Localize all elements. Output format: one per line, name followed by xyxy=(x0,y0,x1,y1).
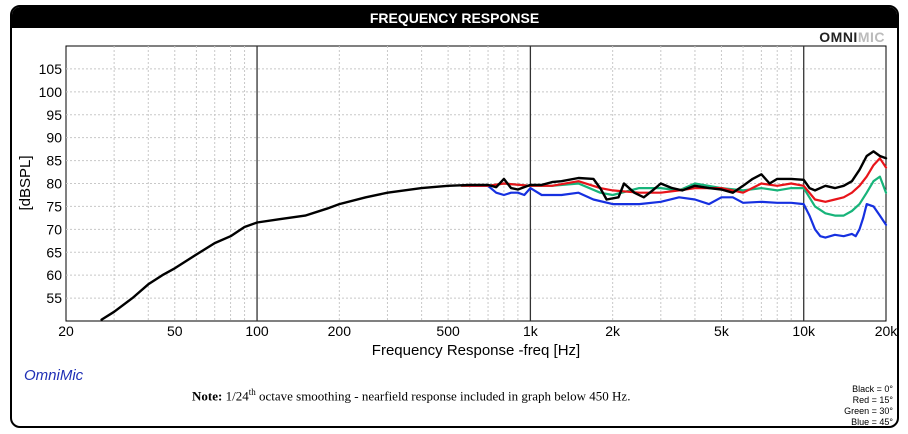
minor-grid xyxy=(66,46,886,321)
y-tick-label: 70 xyxy=(46,221,62,237)
legend-entry-red: Red = 15° xyxy=(852,395,893,405)
y-tick-label: 90 xyxy=(46,130,62,146)
y-tick-label: 105 xyxy=(39,61,63,77)
y-tick-label: 85 xyxy=(46,153,62,169)
curve-red-15deg xyxy=(460,157,888,203)
x-tick-label: 2k xyxy=(605,323,621,339)
x-axis-label: Frequency Response -freq [Hz] xyxy=(372,342,580,359)
major-grid xyxy=(256,46,805,321)
y-axis-label: [dBSPL] xyxy=(17,155,34,210)
note-bold: Note: xyxy=(192,388,223,404)
y-tick-label: 65 xyxy=(46,244,62,260)
x-tick-label: 50 xyxy=(167,323,183,339)
brand-label: OmniMic xyxy=(24,367,84,384)
x-tick-label: 200 xyxy=(328,323,352,339)
x-tick-label: 5k xyxy=(714,323,730,339)
x-tick-label: 20k xyxy=(875,323,899,339)
legend: Black = 0° Red = 15° Green = 30° Blue = … xyxy=(844,384,893,427)
y-tick-label: 60 xyxy=(46,267,62,283)
note-pre: 1/24 xyxy=(222,388,249,404)
y-tick-label: 80 xyxy=(46,176,62,192)
note-text: Note: 1/24th octave smoothing - nearfiel… xyxy=(192,387,630,404)
curve-blue-45deg xyxy=(468,184,888,239)
chart-title: FREQUENCY RESPONSE xyxy=(12,7,897,28)
legend-entry-black: Black = 0° xyxy=(852,384,893,394)
logo-text-omni: OMNI xyxy=(819,29,858,45)
y-tick-label: 100 xyxy=(39,84,63,100)
note-post: octave smoothing - nearfield response in… xyxy=(255,388,631,404)
curves xyxy=(100,150,888,321)
x-tick-label: 1k xyxy=(523,323,539,339)
y-tick-label: 75 xyxy=(46,198,62,214)
note-sup: th xyxy=(248,387,256,397)
curve-black-0deg xyxy=(100,150,888,321)
y-tick-label: 55 xyxy=(46,290,62,306)
tick-labels: 20 50 100 200 500 1k 2k 5k 10k 20k 55 60 65 70 75 80 85 9… xyxy=(39,61,899,339)
omnimic-logo: OMNIMIC xyxy=(819,29,885,45)
x-tick-label: 20 xyxy=(58,323,74,339)
legend-entry-green: Green = 30° xyxy=(844,406,893,416)
x-tick-label: 500 xyxy=(436,323,460,339)
x-tick-label: 10k xyxy=(792,323,816,339)
logo-text-mic: MIC xyxy=(857,29,885,45)
legend-entry-blue: Blue = 45° xyxy=(851,417,893,427)
x-tick-label: 100 xyxy=(245,323,269,339)
y-tick-label: 95 xyxy=(46,107,62,123)
